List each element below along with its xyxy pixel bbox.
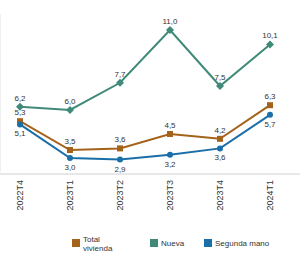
series-line [20,30,270,110]
marker [216,82,224,90]
data-label: 3,6 [114,135,126,144]
marker [116,79,124,87]
data-label: 5,1 [14,129,26,138]
series-line [20,105,270,150]
marker [166,26,174,34]
legend-swatch [204,239,212,247]
legend-label-line: Total [83,235,100,244]
x-axis [0,174,300,175]
legend-label: Totalvivienda [83,235,113,253]
data-label: 6,3 [264,92,276,101]
legend-swatch [150,239,158,247]
marker [67,147,73,153]
legend-label: Nueva [161,239,185,248]
data-labels: 5,3 3,5 3,6 4,5 4,2 6,3 6,2 6,0 7,7 11,0 7,5 10,1 5,… [14,17,278,174]
marker [17,121,23,127]
marker [167,131,173,137]
x-tick-label: 2023T4 [215,180,225,211]
marker [67,155,73,161]
marker [217,136,223,142]
x-tick-label: 2023T1 [65,180,75,211]
x-tick-label: 2024T1 [265,180,275,211]
legend-label-line: vivienda [83,244,113,253]
data-label: 6,0 [64,97,76,106]
data-label: 5,7 [264,120,276,129]
marker [66,106,74,114]
marker [217,145,223,151]
legend-label: Segunda mano [215,239,270,248]
marker [167,152,173,158]
data-label: 3,2 [164,160,176,169]
data-label: 6,2 [14,94,26,103]
data-label: 5,3 [14,108,26,117]
data-label: 4,2 [214,126,226,135]
marker [117,157,123,163]
x-tick-label: 2023T3 [165,180,175,211]
marker [117,145,123,151]
x-tick-label: 2022T4 [15,180,25,211]
data-label: 3,6 [214,153,226,162]
marker [266,40,274,48]
plot-area [16,26,274,163]
data-label: 11,0 [163,17,179,26]
data-label: 3,5 [64,137,76,146]
data-label: 4,5 [164,121,176,130]
data-label: 2,9 [114,165,126,174]
data-label: 7,5 [214,73,226,82]
marker [267,102,273,108]
y-axis-range [0,14,1,174]
data-label: 7,7 [114,70,126,79]
series-line [20,115,270,160]
data-label: 3,0 [64,163,76,172]
x-tick-label: 2023T2 [115,180,125,211]
legend-swatch [72,239,80,247]
marker [267,112,273,118]
data-label: 10,1 [262,31,278,40]
